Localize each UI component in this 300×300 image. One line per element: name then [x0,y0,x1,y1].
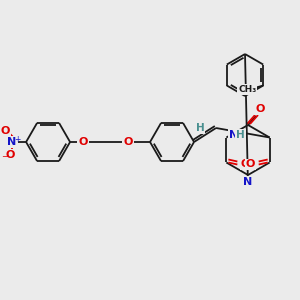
Text: N: N [229,130,238,140]
Text: O: O [78,137,88,147]
Text: O: O [241,160,250,170]
Text: O: O [5,150,15,160]
Text: CH₃: CH₃ [238,85,256,94]
Text: N: N [8,137,17,147]
Text: N: N [243,177,253,187]
Text: H: H [236,130,245,140]
Text: −: − [2,152,9,161]
Text: +: + [14,134,20,143]
Text: O: O [123,137,133,147]
Text: H: H [196,123,204,133]
Text: O: O [255,104,265,114]
Text: O: O [0,126,10,136]
Text: O: O [246,160,255,170]
